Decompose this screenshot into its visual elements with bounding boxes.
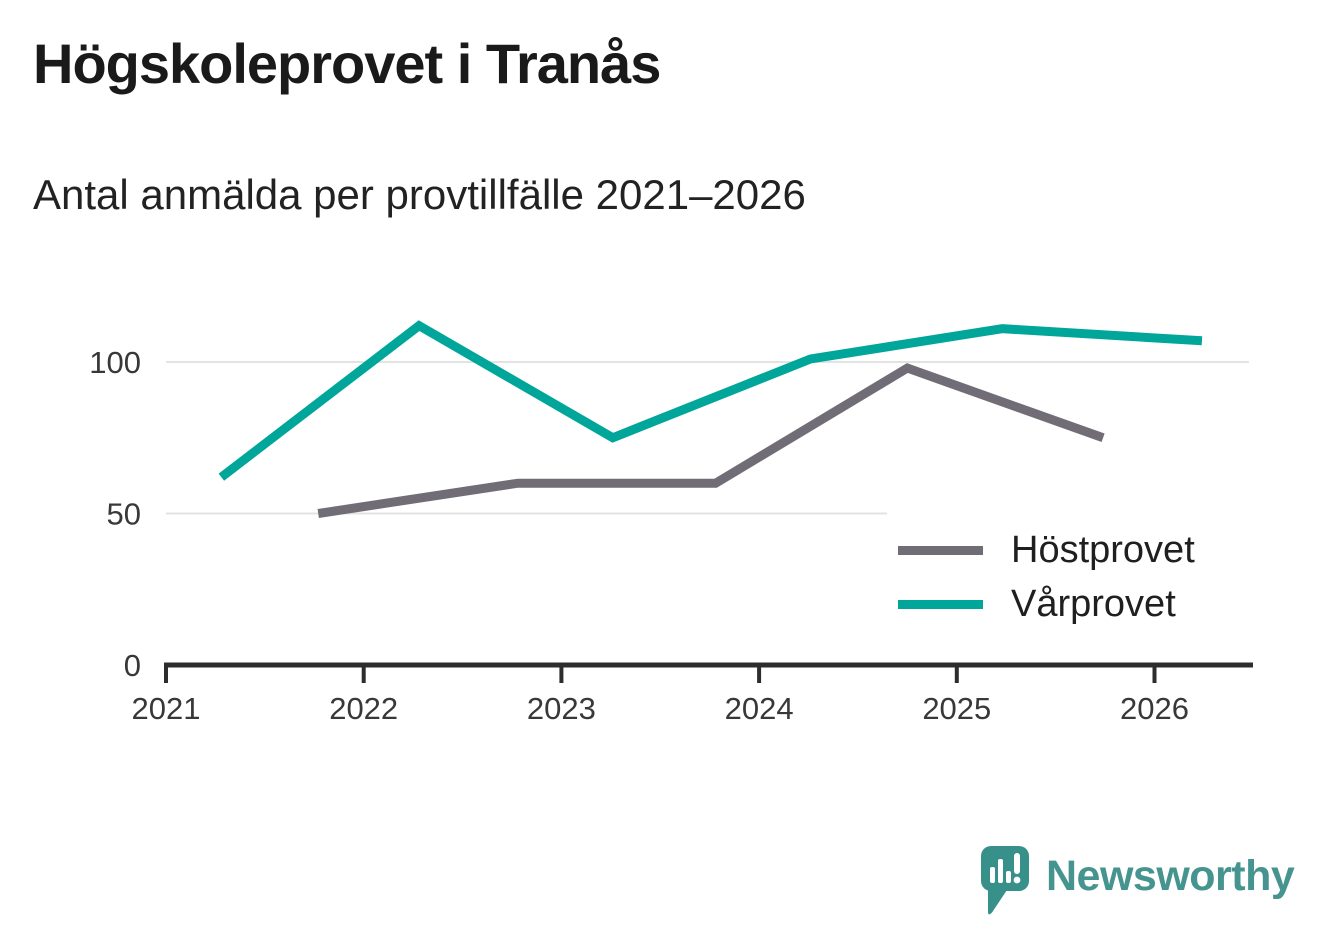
x-tick-label-2025: 2025 — [922, 691, 991, 726]
chart-title: Högskoleprovet i Tranås — [33, 32, 661, 95]
legend-label-hostprovet: Höstprovet — [1011, 529, 1195, 571]
legend-item-hostprovet: Höstprovet — [898, 531, 1253, 569]
logo-exclamation-dot — [1013, 876, 1021, 884]
legend-item-varprovet: Vårprovet — [898, 585, 1253, 623]
chart-subtitle: Antal anmälda per provtillfälle 2021–202… — [33, 171, 806, 218]
chart-legend: Höstprovet Vårprovet — [887, 510, 1253, 644]
y-tick-label-100: 100 — [89, 345, 141, 380]
newsworthy-logo: Newsworthy — [981, 846, 1295, 918]
legend-label-varprovet: Vårprovet — [1011, 583, 1176, 625]
logo-exclamation-bar — [1014, 853, 1020, 874]
newsworthy-logo-icon — [981, 846, 1029, 915]
y-tick-label-0: 0 — [124, 648, 141, 683]
x-tick-label-2021: 2021 — [132, 691, 201, 726]
legend-swatch-hostprovet — [898, 545, 983, 555]
newsworthy-logo-text: Newsworthy — [1046, 852, 1295, 900]
series-line-höstprovet — [317, 363, 1105, 518]
x-tick-label-2026: 2026 — [1120, 691, 1189, 726]
logo-bar-3 — [1006, 871, 1011, 883]
x-tick-label-2024: 2024 — [725, 691, 794, 726]
x-tick-label-2022: 2022 — [329, 691, 398, 726]
x-tick-label-2023: 2023 — [527, 691, 596, 726]
logo-bar-2 — [998, 859, 1003, 883]
y-tick-label-50: 50 — [107, 497, 141, 532]
legend-swatch-varprovet — [898, 599, 983, 609]
logo-bar-1 — [990, 867, 995, 883]
series-line-vårprovet — [218, 320, 1203, 481]
